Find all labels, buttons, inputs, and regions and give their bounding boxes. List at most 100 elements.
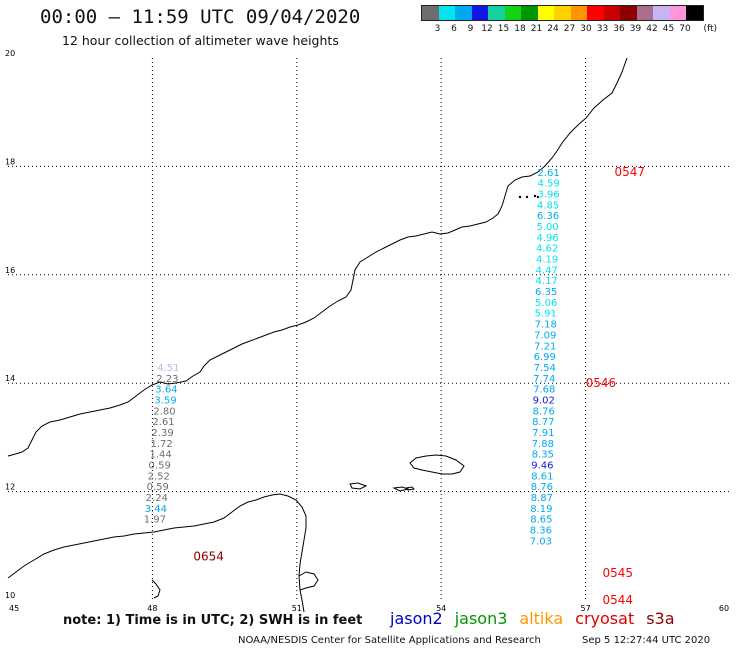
satellite-key-item: jason3 (454, 609, 508, 628)
swh-value: 7.03 (530, 536, 552, 547)
legend-color-bar (421, 5, 704, 21)
swh-value: 4.51 (157, 363, 179, 374)
swh-value: 7.88 (532, 439, 554, 450)
map-subtitle: 12 hour collection of altimeter wave hei… (62, 33, 339, 48)
swh-value: 0.59 (147, 482, 169, 493)
swh-value: 4.19 (536, 255, 558, 266)
longitude-label: 54 (436, 604, 446, 613)
color-legend: 3 6 9 12 15 18 21 24 27 30 33 36 39 42 45 70 (ft) (421, 5, 717, 35)
legend-tick: 27 (563, 24, 576, 34)
swh-value: 3.44 (145, 504, 167, 515)
legend-swatch (504, 6, 521, 20)
swh-value: 5.06 (535, 298, 557, 309)
swh-value: 7.18 (535, 320, 557, 331)
swh-value: 8.61 (531, 471, 553, 482)
swh-value: 8.77 (532, 417, 554, 428)
island-dot (525, 195, 529, 199)
swh-value: 7.68 (533, 385, 555, 396)
latitude-label: 20 (5, 49, 15, 58)
island-dot (518, 195, 522, 199)
swh-value: 4.85 (537, 200, 559, 211)
legend-tick-labels: 3 6 9 12 15 18 21 24 27 30 33 36 39 42 45 70 (ft) (421, 21, 717, 35)
swh-value: 5.00 (537, 222, 559, 233)
satellite-pass: 2.614.593.964.856.365.004.964.624.194.47… (530, 165, 645, 607)
legend-swatch (438, 6, 455, 20)
longitude-label: 51 (292, 604, 302, 613)
legend-tick: 3 (434, 24, 441, 34)
legend-tick: 9 (467, 24, 474, 34)
longitude-label: 57 (581, 604, 591, 613)
map-title: 00:00 – 11:59 UTC 09/04/2020 (40, 6, 361, 28)
swh-value: 3.64 (155, 385, 177, 396)
pass-time-label: 0546 (586, 376, 617, 390)
legend-tick: 21 (530, 24, 543, 34)
satellite-key-item: s3a (646, 609, 675, 628)
legend-tick: 15 (497, 24, 510, 34)
latitude-label: 14 (5, 374, 15, 383)
satellite-pass: 4.512.233.643.592.802.612.391.721.440.59… (144, 363, 224, 564)
legend-swatch (636, 6, 653, 20)
legend-swatch (471, 6, 488, 20)
legend-swatch (653, 6, 670, 20)
legend-tick: 30 (580, 24, 592, 34)
legend-swatch (554, 6, 571, 20)
swh-value: 2.61 (537, 168, 559, 179)
latitude-label: 18 (5, 157, 15, 166)
swh-value: 6.35 (535, 287, 557, 298)
pass-time-label: 0545 (602, 566, 633, 580)
pass-time-label: 0547 (614, 165, 645, 179)
legend-swatch (570, 6, 587, 20)
swh-value: 1.44 (150, 450, 172, 461)
swh-value: 4.62 (536, 244, 558, 255)
swh-value: 6.99 (534, 352, 556, 363)
samhah-island (392, 486, 410, 492)
generation-timestamp: Sep 5 12:27:44 UTC 2020 (582, 635, 711, 646)
swh-value: 8.87 (531, 493, 553, 504)
legend-swatch (669, 6, 686, 20)
swh-value: 9.46 (531, 461, 553, 472)
swh-value: 8.76 (533, 406, 555, 417)
island-dot (533, 194, 537, 198)
swh-value: 4.96 (537, 233, 559, 244)
swh-value: 4.47 (536, 265, 558, 276)
arabia-coastline (7, 57, 628, 457)
darsah-island (404, 486, 416, 491)
swh-value: 0.59 (149, 461, 171, 472)
legend-swatch (620, 6, 637, 20)
inlet-coastline (151, 579, 161, 599)
swh-value: 3.96 (537, 190, 559, 201)
legend-tick: 39 (629, 24, 642, 34)
swh-value: 2.80 (153, 406, 175, 417)
somalia-coastline (7, 493, 307, 613)
legend-tick: 6 (451, 24, 457, 34)
satellite-key-item: cryosat (575, 609, 635, 628)
swh-value: 3.59 (154, 395, 176, 406)
longitude-label: 48 (147, 604, 157, 613)
legend-tick: 24 (547, 24, 559, 34)
abd-al-kuri-island (349, 482, 368, 490)
island-dot (536, 195, 540, 199)
legend-swatch (455, 6, 472, 20)
swh-value: 1.72 (150, 439, 172, 450)
swh-value: 7.54 (534, 363, 556, 374)
legend-swatch (521, 6, 538, 20)
map-frame (8, 58, 730, 600)
legend-tick: 70 (679, 24, 691, 34)
credit-line: NOAA/NESDIS Center for Satellite Applica… (238, 635, 541, 646)
swh-value: 1.97 (144, 515, 166, 526)
swh-value: 8.76 (531, 482, 553, 493)
legend-swatch (488, 6, 505, 20)
swh-value: 8.65 (530, 515, 552, 526)
latitude-label: 16 (5, 266, 15, 275)
latitude-label: 10 (5, 591, 15, 600)
legend-swatch (686, 6, 703, 20)
swh-value: 4.17 (536, 276, 558, 287)
satellite-key-item: jason2 (390, 609, 443, 628)
swh-value: 4.59 (537, 179, 559, 190)
socotra-island (409, 454, 465, 475)
swh-value: 2.39 (151, 428, 173, 439)
legend-tick: 12 (481, 24, 493, 34)
swh-value: 2.61 (152, 417, 174, 428)
guardafui-coastline (298, 571, 319, 591)
footer-note: note: 1) Time is in UTC; 2) SWH is in fe… (63, 613, 363, 628)
